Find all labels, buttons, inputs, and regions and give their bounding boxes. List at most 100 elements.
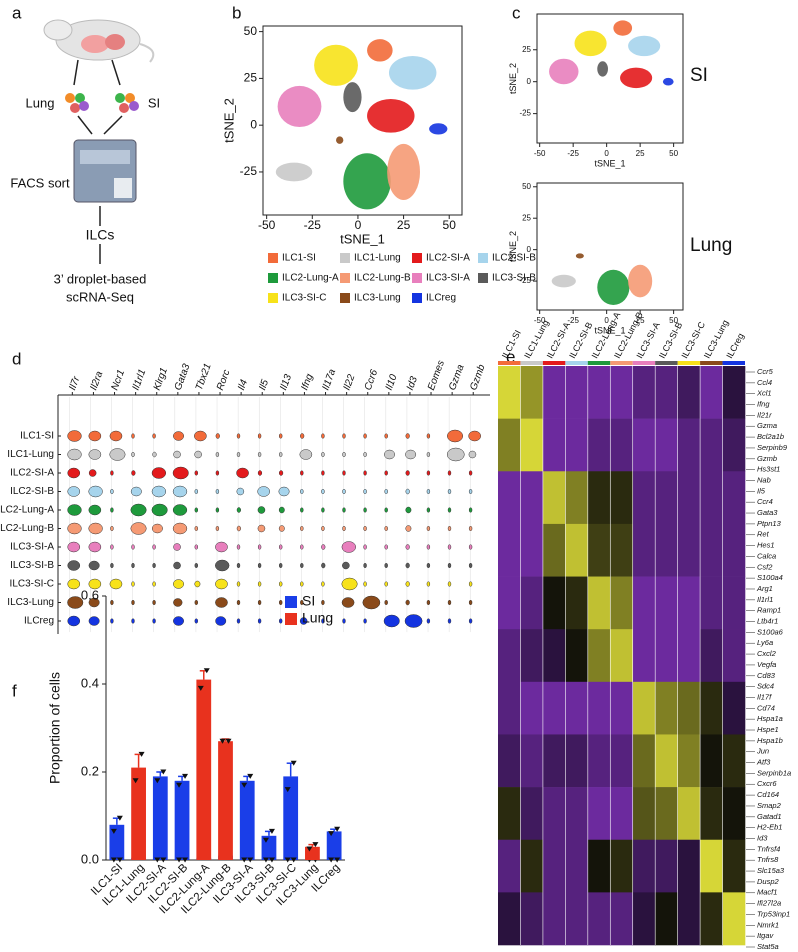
gene-label: Cd164 [757, 790, 779, 799]
cluster [575, 253, 584, 259]
violin [110, 618, 114, 624]
replicate-point [116, 857, 123, 863]
replicate-point [160, 857, 167, 863]
schematic-label: FACS sort [10, 175, 70, 190]
violin [363, 618, 367, 624]
violin [131, 452, 135, 457]
group-bar [700, 361, 723, 365]
gene-label: Cd74 [757, 703, 775, 712]
violin [88, 504, 102, 516]
heatmap-cell [632, 681, 656, 735]
violin [194, 600, 198, 605]
replicate-point [110, 828, 117, 834]
violin [341, 597, 355, 608]
cluster [314, 44, 358, 86]
violin [384, 470, 388, 476]
violin [363, 433, 367, 439]
violin [257, 506, 266, 514]
cluster [551, 274, 576, 288]
gene-label: Il21r [757, 410, 772, 419]
heatmap-cell [542, 471, 566, 525]
gene-label: Serpinb9 [757, 443, 788, 452]
violin [257, 581, 262, 587]
violin [88, 578, 102, 590]
cluster [613, 20, 633, 36]
violin [173, 543, 181, 551]
heatmap-cell [700, 523, 723, 577]
heatmap-cell [587, 576, 611, 630]
violin [426, 544, 431, 550]
cell [119, 103, 129, 113]
row-label: ILCreg [24, 616, 54, 627]
heatmap-cell [565, 629, 589, 683]
violin [426, 452, 431, 457]
x-tick-label: -25 [567, 316, 579, 325]
mouse-organ [105, 34, 125, 50]
violin [426, 507, 431, 513]
violin [468, 526, 473, 531]
gene-label: Ltb4r1 [757, 617, 778, 626]
violin [468, 489, 473, 494]
panel-label: d [12, 349, 21, 368]
legend-label: ILC3-SI-C [282, 293, 326, 304]
violin [468, 600, 473, 605]
violin [194, 450, 202, 459]
replicate-point [116, 815, 123, 821]
violin [468, 450, 477, 459]
violin [447, 526, 452, 531]
bar [196, 679, 212, 860]
violin [342, 452, 346, 457]
replicate-point [219, 738, 226, 744]
group-bar [655, 361, 678, 365]
y-tick-label: 25 [244, 71, 258, 85]
y-tick-label: 25 [522, 213, 531, 222]
panel-label: b [232, 3, 241, 22]
heatmap-cell [610, 892, 634, 946]
violin [194, 507, 198, 513]
violin [447, 581, 452, 587]
violin [215, 616, 227, 626]
y-tick-label: 0.2 [81, 763, 99, 778]
heatmap-cell [587, 471, 611, 525]
heatmap-cell [722, 471, 746, 525]
violin [194, 526, 198, 531]
schematic-label: SI [148, 95, 160, 110]
legend-label: ILC2-Lung-A [282, 273, 339, 284]
violin [468, 618, 473, 624]
cell [70, 103, 80, 113]
violin [173, 616, 184, 626]
violin [194, 563, 198, 568]
violin [194, 618, 198, 624]
violin [468, 544, 473, 550]
violin [215, 578, 228, 590]
y-tick-label: 0.0 [81, 851, 99, 866]
violin [67, 430, 82, 442]
violin [257, 563, 262, 568]
violin [67, 578, 81, 590]
legend-label: ILC3-SI-A [426, 273, 470, 284]
heatmap-cell [587, 681, 611, 735]
violin [88, 430, 102, 442]
violin [384, 563, 388, 568]
violin [257, 600, 262, 605]
gene-label: Id3 [757, 833, 768, 842]
gene-label: Hspa1a [757, 714, 783, 723]
gene-label: Calca [757, 551, 776, 560]
cluster [277, 85, 322, 128]
violin [215, 470, 220, 476]
cluster [367, 98, 415, 133]
violin [152, 563, 156, 568]
violin [383, 614, 400, 628]
gene-label: Ccr4 [757, 497, 773, 506]
heatmap-cell [542, 734, 566, 788]
y-tick-label: 50 [244, 24, 258, 38]
violin [300, 544, 304, 550]
violin [88, 541, 102, 553]
y-axis-label: tSNE_2 [508, 231, 518, 262]
heatmap-cell [610, 681, 634, 735]
heatmap-cell [722, 576, 746, 630]
y-axis-label: Proportion of cells [47, 672, 63, 784]
violin [151, 503, 168, 517]
violin [67, 467, 81, 479]
heatmap-cell [520, 576, 544, 630]
